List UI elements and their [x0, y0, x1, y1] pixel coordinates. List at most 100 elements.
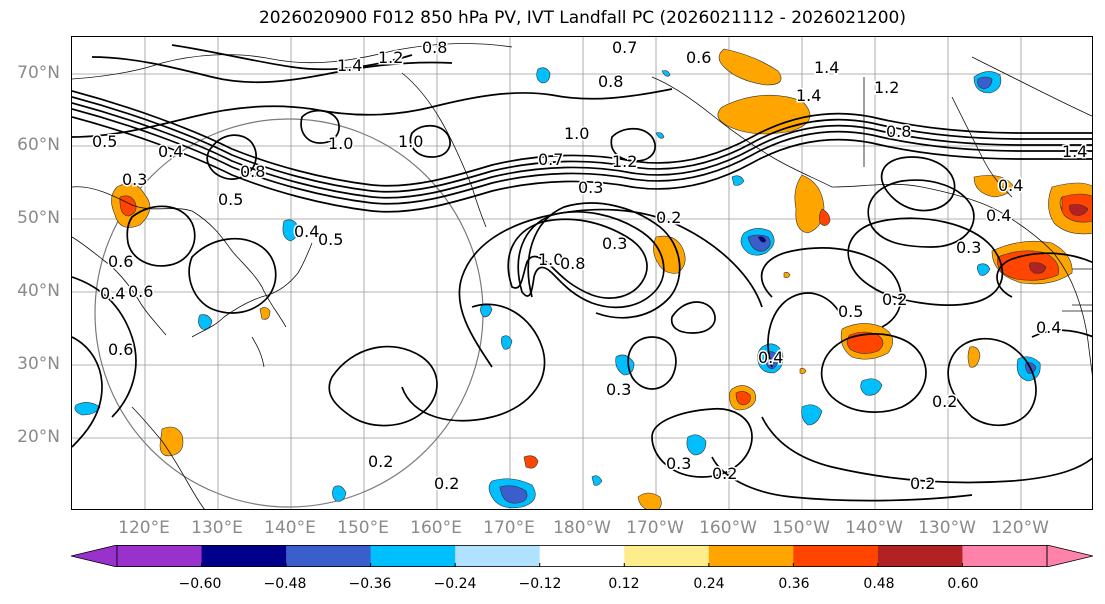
colorbar-segment [117, 545, 203, 567]
lat-label: 30°N [17, 354, 60, 374]
contour-label: 0.3 [956, 238, 981, 257]
contour-label: 0.2 [434, 474, 459, 493]
contour-label: 0.3 [666, 454, 691, 473]
contour-label: 0.7 [612, 38, 637, 57]
colorbar-tick-label: −0.60 [178, 576, 222, 592]
colorbar-tick-label: 0.36 [778, 576, 810, 592]
contour-label: 0.2 [368, 452, 393, 471]
colorbar-segment [877, 545, 963, 567]
contour-label: 0.3 [606, 380, 631, 399]
lon-label: 130°W [918, 518, 976, 538]
contour-label: 0.2 [882, 290, 907, 309]
colorbar [71, 545, 1093, 567]
colorbar-tick-label: −0.12 [518, 576, 562, 592]
contour-label: 0.4 [294, 222, 319, 241]
lon-label: 180°W [553, 518, 611, 538]
lon-label: 150°W [772, 518, 830, 538]
range-circle [94, 118, 484, 508]
lon-label: 120°E [118, 518, 170, 538]
contour-labels: 0.8 1.4 1.2 0.7 0.6 0.8 1.4 1.4 1.2 0.5 … [91, 37, 1089, 495]
contour-label: 0.3 [578, 178, 603, 197]
contour-label: 0.4 [1036, 318, 1061, 337]
contour-label: 0.7 [538, 150, 563, 169]
lat-label: 50°N [17, 208, 60, 228]
contour-label: 1.2 [874, 78, 899, 97]
contour-label: 0.5 [318, 230, 343, 249]
map-panel[interactable]: 0.8 1.4 1.2 0.7 0.6 0.8 1.4 1.4 1.2 0.5 … [71, 36, 1093, 510]
colorbar-tick-label: −0.36 [348, 576, 392, 592]
colorbar-tick-label: −0.48 [263, 576, 307, 592]
shaded-patches-negative [74, 67, 1041, 509]
colorbar-segment [962, 545, 1048, 567]
contour-label: 0.2 [932, 392, 957, 411]
contour-label: 0.2 [910, 474, 935, 493]
colorbar-tick-label: 0.12 [608, 576, 640, 592]
colorbar-segment [455, 545, 541, 567]
contour-label: 0.2 [712, 464, 737, 483]
contour-label: 1.4 [1062, 142, 1087, 161]
lat-label: 70°N [17, 63, 60, 83]
lon-label: 120°W [991, 518, 1049, 538]
contour-label: 0.8 [886, 122, 911, 141]
lon-label: 140°W [845, 518, 903, 538]
colorbar-segment [370, 545, 456, 567]
colorbar-tick-label: 0.48 [863, 576, 895, 592]
map-canvas: 0.8 1.4 1.2 0.7 0.6 0.8 1.4 1.4 1.2 0.5 … [72, 37, 1092, 509]
contour-label: 0.6 [128, 282, 153, 301]
colorbar-segment [539, 545, 625, 567]
contour-label: 0.4 [758, 348, 783, 367]
contour-label: 0.4 [158, 142, 183, 161]
lon-label: 140°E [264, 518, 316, 538]
colorbar-over-arrow [1046, 545, 1093, 567]
contour-label: 1.2 [612, 152, 637, 171]
contour-label: 0.3 [602, 234, 627, 253]
colorbar-segment [793, 545, 879, 567]
colorbar-segment [624, 545, 710, 567]
lat-label: 60°N [17, 135, 60, 155]
lon-label: 170°W [626, 518, 684, 538]
colorbar-segment [201, 545, 287, 567]
lat-label: 20°N [17, 427, 60, 447]
graticule [72, 37, 1092, 509]
contour-label: 1.4 [814, 58, 839, 77]
contour-label: 1.0 [538, 250, 563, 269]
colorbar-tick-label: 0.60 [947, 576, 979, 592]
contour-label: 1.0 [328, 134, 353, 153]
contour-label: 0.8 [422, 38, 447, 57]
contour-label: 1.4 [337, 56, 362, 75]
colorbar-tick-label: 0.24 [693, 576, 725, 592]
contour-label: 1.2 [378, 48, 403, 67]
colorbar-tick-label: −0.24 [433, 576, 477, 592]
colorbar-ticks [201, 563, 963, 567]
contour-label: 0.2 [656, 208, 681, 227]
colorbar-under-arrow [71, 545, 118, 567]
lon-label: 160°W [699, 518, 757, 538]
lon-label: 160°E [410, 518, 462, 538]
contour-label: 1.0 [398, 132, 423, 151]
contour-label: 1.0 [564, 124, 589, 143]
contour-label: 0.6 [686, 48, 711, 67]
contour-label: 0.4 [986, 206, 1011, 225]
contour-label: 0.6 [108, 252, 133, 271]
contour-label: 0.8 [240, 162, 265, 181]
colorbar-segments [71, 545, 1093, 567]
shaded-patches [111, 48, 1092, 509]
contour-label: 0.5 [92, 132, 117, 151]
contour-label: 0.6 [108, 340, 133, 359]
map-title: 2026020900 F012 850 hPa PV, IVT Landfall… [258, 8, 906, 28]
contour-label: 1.4 [796, 86, 821, 105]
colorbar-segment [286, 545, 372, 567]
lon-label: 170°E [483, 518, 535, 538]
colorbar-outline [116, 545, 1048, 567]
lat-label: 40°N [17, 281, 60, 301]
lon-label: 130°E [191, 518, 243, 538]
coastlines [72, 43, 1092, 509]
contour-label: 0.8 [598, 72, 623, 91]
pv-contours [72, 44, 1092, 502]
contour-label: 0.5 [218, 190, 243, 209]
contour-label: 0.4 [100, 284, 125, 303]
colorbar-segment [708, 545, 794, 567]
lon-label: 150°E [337, 518, 389, 538]
contour-label: 0.5 [838, 302, 863, 321]
contour-label: 0.3 [122, 170, 147, 189]
